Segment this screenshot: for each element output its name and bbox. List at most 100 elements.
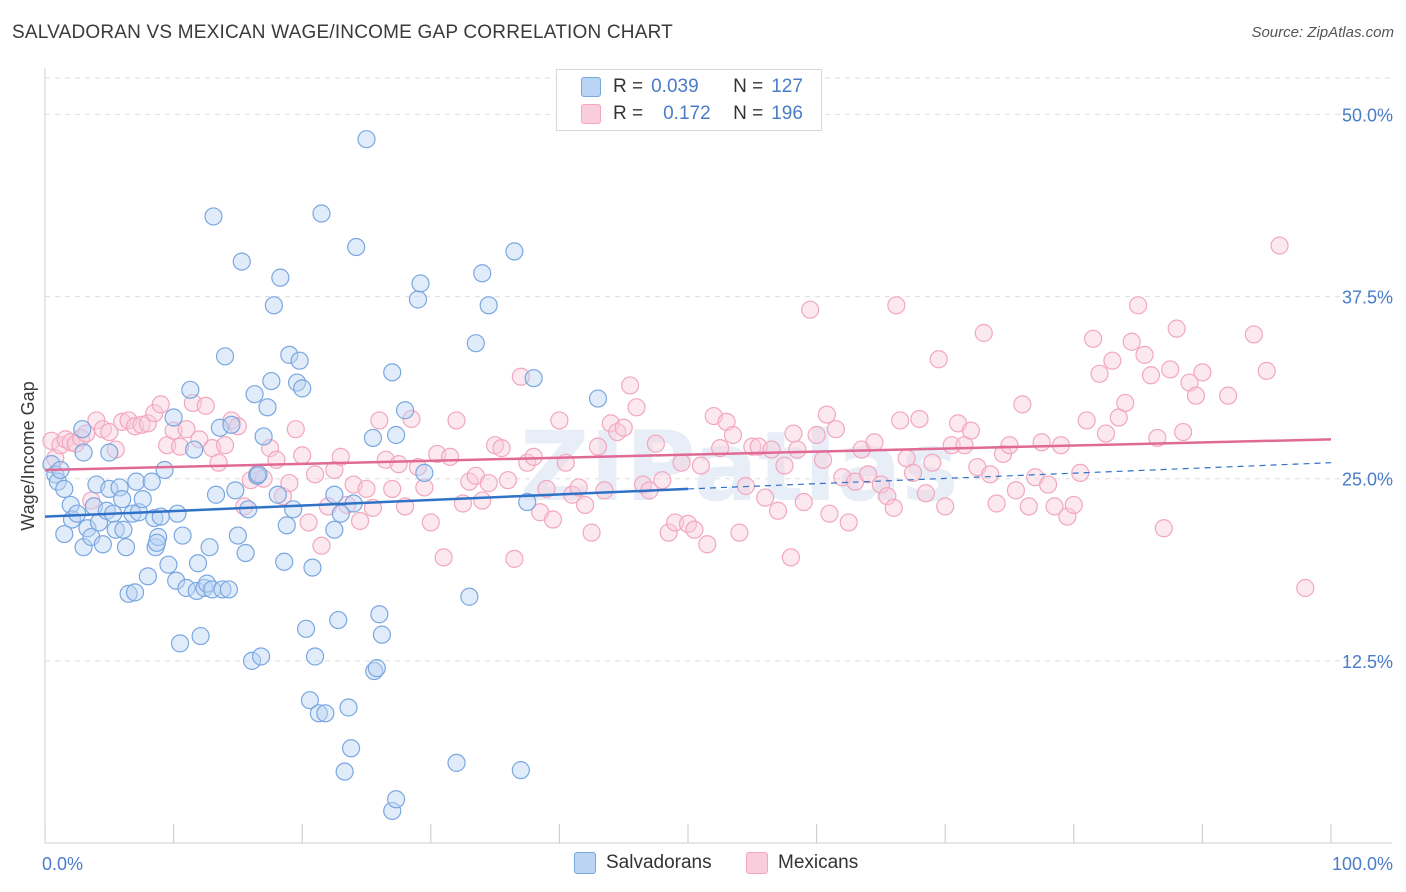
trend-lines bbox=[44, 438, 1332, 518]
trend-mexicans bbox=[44, 438, 1332, 472]
point-salvadorans bbox=[55, 524, 74, 544]
legend-n-label: N = bbox=[733, 103, 764, 124]
y-axis-label: Wage/Income Gap bbox=[18, 381, 38, 530]
point-mexicans bbox=[1219, 386, 1238, 405]
point-salvadorans bbox=[251, 647, 271, 666]
point-mexicans bbox=[659, 523, 678, 542]
point-salvadorans bbox=[296, 619, 316, 638]
point-mexicans bbox=[576, 495, 595, 515]
point-salvadorans bbox=[339, 698, 358, 717]
point-mexicans bbox=[170, 437, 190, 456]
legend-r-value: 0.172 bbox=[663, 103, 711, 124]
point-mexicans bbox=[383, 479, 402, 499]
x-tick-label: 0.0% bbox=[42, 854, 83, 874]
point-mexicans bbox=[1096, 424, 1116, 443]
point-mexicans bbox=[743, 437, 762, 456]
y-tick-label: 12.5% bbox=[1342, 652, 1393, 672]
point-mexicans bbox=[1013, 395, 1032, 414]
point-salvadorans bbox=[110, 478, 129, 497]
point-salvadorans bbox=[222, 415, 241, 434]
point-salvadorans bbox=[185, 440, 204, 459]
point-mexicans bbox=[794, 492, 813, 512]
point-salvadorans bbox=[167, 571, 186, 590]
point-salvadorans bbox=[284, 500, 303, 519]
point-mexicans bbox=[1135, 345, 1154, 364]
legend-r-value: 0.039 bbox=[651, 76, 699, 97]
point-salvadorans bbox=[365, 661, 384, 681]
point-mexicans bbox=[280, 473, 299, 493]
point-salvadorans bbox=[518, 492, 537, 512]
point-mexicans bbox=[100, 422, 119, 442]
point-salvadorans bbox=[204, 207, 223, 226]
point-mexicans bbox=[1141, 366, 1161, 385]
point-mexicans bbox=[51, 436, 70, 455]
point-mexicans bbox=[151, 395, 170, 414]
point-mexicans bbox=[903, 463, 923, 482]
legend-r-label: R = bbox=[613, 76, 644, 97]
point-salvadorans bbox=[312, 204, 331, 223]
point-salvadorans bbox=[149, 527, 168, 547]
point-salvadorans bbox=[159, 555, 178, 574]
point-mexicans bbox=[784, 424, 803, 443]
point-mexicans bbox=[653, 471, 672, 490]
point-mexicans bbox=[929, 350, 948, 369]
point-salvadorans bbox=[511, 761, 530, 780]
point-mexicans bbox=[1193, 363, 1212, 382]
point-mexicans bbox=[550, 411, 569, 430]
point-salvadorans bbox=[505, 242, 524, 261]
legend-swatch-salvadorans bbox=[581, 77, 601, 97]
point-salvadorans bbox=[93, 535, 112, 554]
point-salvadorans bbox=[127, 472, 146, 491]
point-mexicans bbox=[1038, 475, 1058, 494]
point-mexicans bbox=[961, 421, 981, 440]
point-mexicans bbox=[524, 447, 543, 466]
point-mexicans bbox=[781, 548, 800, 567]
point-mexicans bbox=[260, 439, 280, 458]
point-mexicans bbox=[1032, 433, 1051, 452]
point-mexicans bbox=[711, 439, 730, 458]
point-salvadorans bbox=[125, 583, 145, 602]
point-mexicans bbox=[1161, 360, 1180, 379]
bottom-legend-salvadorans[interactable]: Salvadorans bbox=[574, 852, 712, 874]
point-salvadorans bbox=[133, 490, 152, 509]
point-mexicans bbox=[293, 446, 312, 465]
point-salvadorans bbox=[347, 237, 366, 257]
point-salvadorans bbox=[395, 401, 415, 420]
point-salvadorans bbox=[188, 554, 208, 573]
point-salvadorans bbox=[215, 347, 235, 366]
point-mexicans bbox=[768, 501, 788, 520]
point-mexicans bbox=[479, 473, 498, 493]
point-salvadorans bbox=[210, 418, 229, 437]
point-mexicans bbox=[621, 376, 640, 395]
point-salvadorans bbox=[293, 379, 312, 398]
point-mexicans bbox=[614, 418, 633, 437]
point-salvadorans bbox=[164, 408, 183, 427]
point-mexicans bbox=[698, 535, 717, 554]
point-salvadorans bbox=[232, 252, 251, 271]
point-mexicans bbox=[820, 504, 839, 523]
point-mexicans bbox=[543, 510, 563, 529]
point-salvadorans bbox=[303, 558, 322, 577]
bottom-legend-mexicans[interactable]: Mexicans bbox=[746, 852, 858, 874]
point-salvadorans bbox=[372, 625, 392, 644]
point-salvadorans bbox=[119, 584, 138, 603]
point-salvadorans bbox=[287, 373, 307, 392]
point-salvadorans bbox=[55, 479, 74, 499]
axes bbox=[44, 68, 1392, 844]
point-mexicans bbox=[672, 453, 691, 472]
point-mexicans bbox=[974, 323, 993, 343]
point-salvadorans bbox=[147, 533, 166, 552]
legend-r-label: R = bbox=[613, 103, 644, 124]
point-salvadorans bbox=[271, 268, 290, 287]
point-mexicans bbox=[646, 434, 665, 453]
point-mexicans bbox=[858, 465, 878, 484]
point-salvadorans bbox=[357, 130, 376, 149]
point-salvadorans bbox=[245, 385, 264, 404]
point-mexicans bbox=[1083, 329, 1103, 348]
point-mexicans bbox=[891, 411, 910, 430]
point-salvadorans bbox=[264, 296, 284, 315]
legend-n-value: 196 bbox=[771, 103, 803, 124]
point-mexicans bbox=[1064, 495, 1083, 515]
point-mexicans bbox=[1103, 351, 1122, 370]
point-salvadorans bbox=[74, 443, 93, 462]
